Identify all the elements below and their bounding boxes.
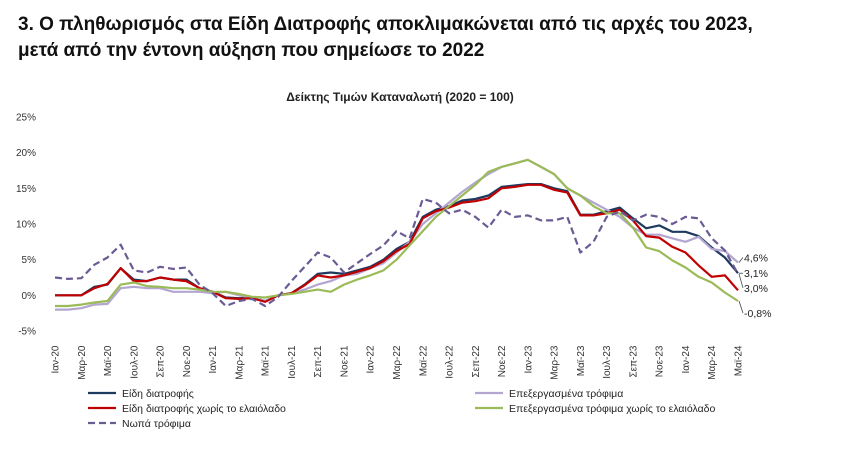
y-tick-label: 0% — [22, 291, 37, 302]
legend-label: Επεξεργασμένα τρόφιμα χωρίς το ελαιόλαδο — [509, 403, 715, 415]
value-label: 4,6% — [744, 253, 768, 265]
x-tick-label: Νοε-20 — [182, 345, 193, 377]
x-tick-label: Ιουλ-23 — [602, 345, 613, 379]
x-tick-label: Μαρ-20 — [77, 345, 88, 380]
value-label: 3,1% — [744, 268, 768, 280]
legend-label: Επεξεργασμένα τρόφιμα — [509, 388, 623, 400]
series-line — [54, 197, 739, 308]
legend-label: Είδη διατροφής — [122, 388, 194, 400]
value-label-leader — [738, 257, 744, 263]
x-tick-label: Μαρ-24 — [707, 345, 718, 380]
x-tick-label: Σεπ-20 — [156, 345, 167, 377]
x-tick-label: Ιαν-24 — [681, 345, 692, 373]
x-tick-label: Ιαν-20 — [51, 345, 62, 373]
series-line — [55, 158, 739, 308]
x-tick-label: Σεπ-22 — [471, 345, 482, 377]
x-tick-label: Ιουλ-20 — [129, 345, 140, 379]
x-tick-label: Ιαν-22 — [366, 345, 377, 373]
value-label: 3,0% — [744, 283, 768, 295]
x-tick-label: Ιαν-23 — [523, 345, 534, 373]
x-tick-label: Μαϊ-24 — [734, 345, 745, 376]
chart-title-line2: μετά από την έντονη αύξηση που σημείωσε … — [18, 40, 484, 61]
legend-label: Είδη διατροφής χωρίς το ελαιόλαδο — [122, 403, 286, 415]
value-label: -0,8% — [744, 308, 771, 320]
x-tick-label: Σεπ-23 — [628, 345, 639, 377]
x-tick-label: Ιαν-21 — [208, 345, 219, 373]
series-line — [55, 183, 739, 303]
x-tick-label: Μαϊ-21 — [261, 345, 272, 376]
x-tick-label: Μαρ-23 — [550, 345, 561, 380]
x-tick-label: Νοε-22 — [497, 345, 508, 377]
x-tick-label: Μαϊ-20 — [103, 345, 114, 376]
legend-label: Νωπά τρόφιμα — [122, 418, 191, 430]
chart-subtitle: Δείκτης Τιμών Καταναλωτή (2020 = 100) — [286, 90, 514, 104]
y-tick-label: -5% — [18, 327, 36, 338]
x-tick-label: Μαϊ-22 — [418, 345, 429, 376]
y-tick-label: 15% — [16, 184, 36, 195]
x-tick-label: Νοε-23 — [655, 345, 666, 377]
chart-title: 3. Ο πληθωρισμός στα Είδη Διατροφής αποκ… — [18, 14, 753, 35]
x-tick-label: Μαϊ-23 — [576, 345, 587, 376]
x-tick-label: Ιουλ-22 — [445, 345, 456, 379]
x-tick-label: Μαρ-21 — [234, 345, 245, 380]
y-tick-label: 20% — [16, 148, 36, 159]
x-tick-label: Νοε-21 — [339, 345, 350, 377]
y-tick-label: 10% — [16, 220, 36, 231]
series-line — [55, 158, 739, 311]
series-line — [55, 183, 739, 303]
value-label-leader — [738, 273, 744, 289]
value-label-leader — [738, 300, 744, 314]
x-tick-label: Σεπ-21 — [313, 345, 324, 377]
x-tick-label: Ιουλ-21 — [287, 345, 298, 379]
x-tick-label: Μαρ-22 — [392, 345, 403, 380]
y-tick-label: 25% — [16, 113, 36, 124]
y-tick-label: 5% — [22, 255, 37, 266]
